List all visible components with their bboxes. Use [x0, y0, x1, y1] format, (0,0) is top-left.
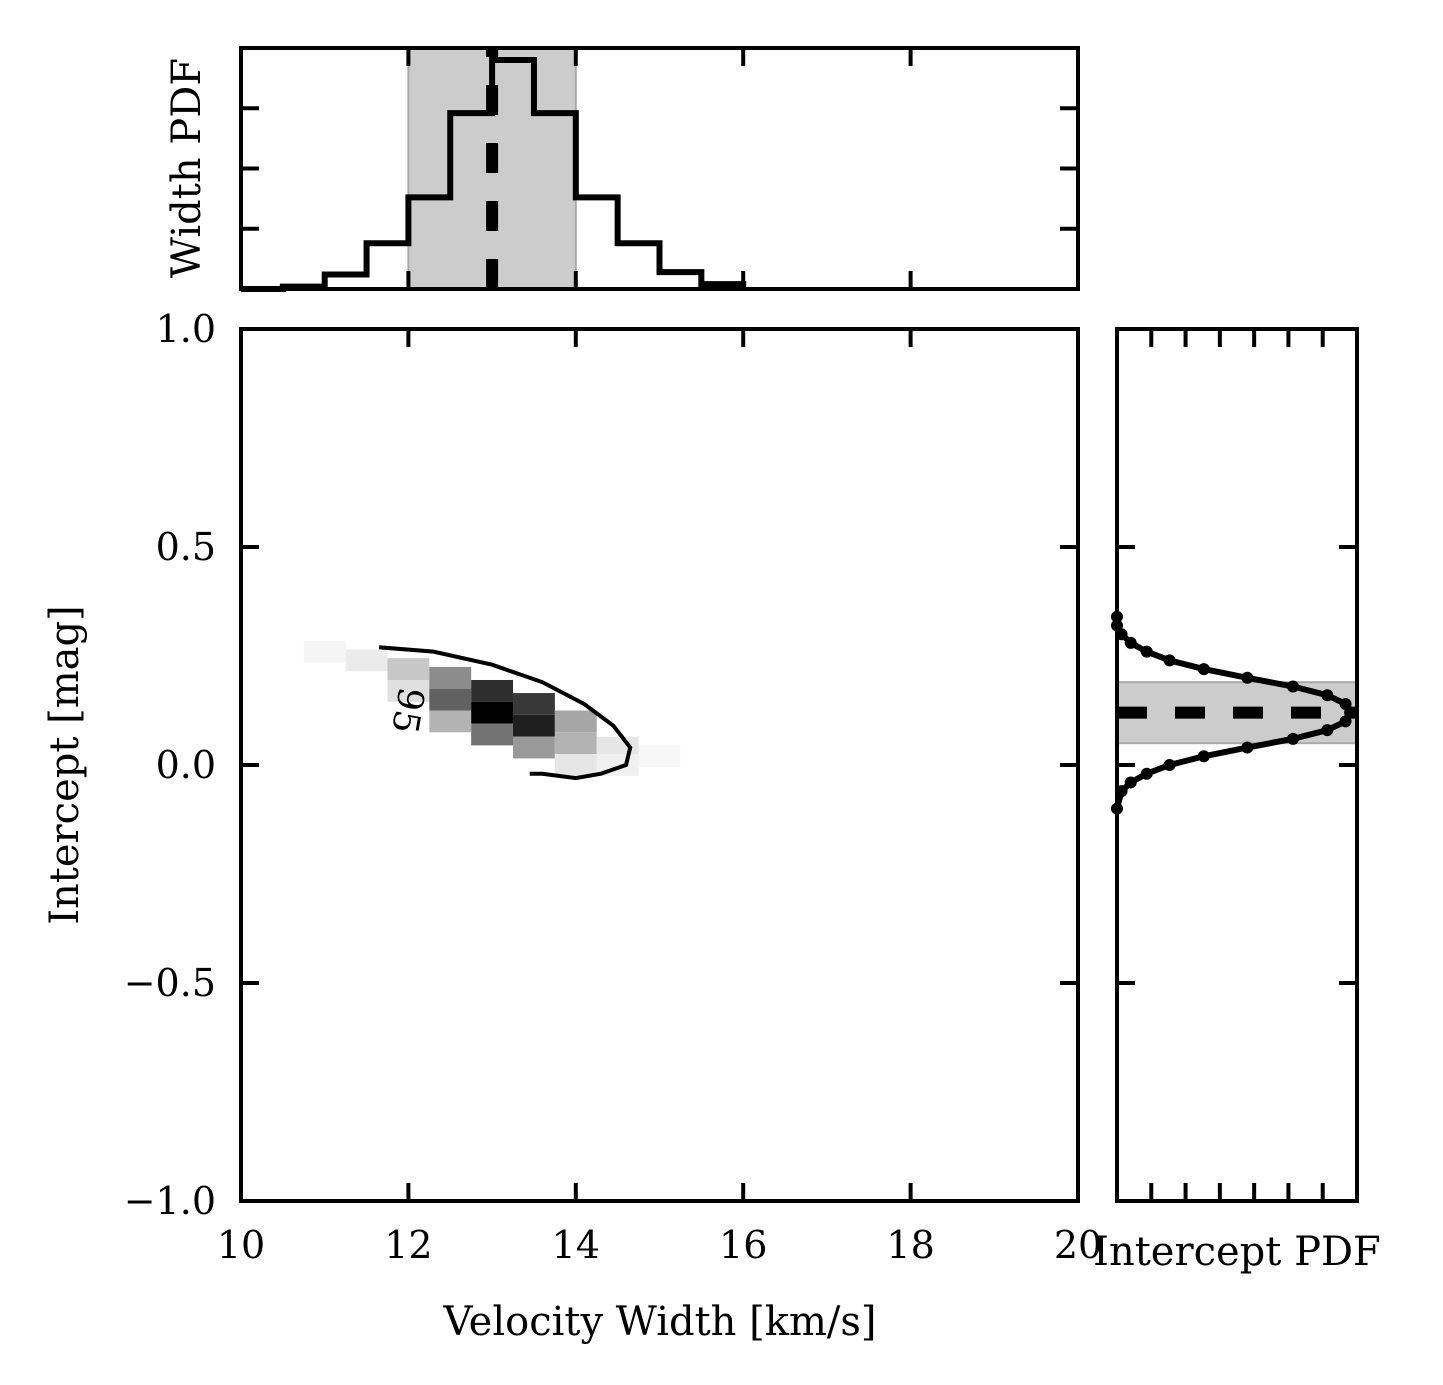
top-y-axis-label: Width PDF — [164, 58, 210, 278]
density-cell — [387, 679, 430, 702]
intercept-pdf-point — [1197, 663, 1210, 676]
width-pdf-histogram — [241, 57, 747, 292]
y-axis-label: Intercept [mag] — [42, 605, 88, 925]
top-panel: Width PDF — [164, 46, 1080, 292]
intercept-pdf-point — [1163, 654, 1176, 667]
intercept-pdf-point — [1163, 759, 1176, 771]
intercept-pdf-point — [1124, 636, 1137, 649]
density-cell — [554, 732, 597, 755]
density-cell — [513, 714, 555, 737]
density-cell — [554, 754, 597, 776]
intercept-pdf-point — [1140, 767, 1153, 780]
y-tick-labels: −1.0 −0.5 0.0 0.5 1.0 — [124, 307, 216, 1223]
density-cell — [429, 688, 472, 711]
intercept-pdf-point — [1321, 689, 1334, 702]
density-cell — [471, 723, 514, 746]
right-x-axis-label: Intercept PDF — [1093, 1229, 1381, 1275]
density-cell — [513, 736, 555, 759]
right-frame — [1115, 327, 1359, 1203]
main-panel: 95 10 12 14 16 18 20 −1.0 −0.5 0.0 0.5 1.0 Veloci… — [42, 307, 1102, 1345]
intercept-pdf-point — [1287, 732, 1299, 745]
intercept-pdf-point — [1124, 776, 1137, 789]
x-tick-label: 10 — [217, 1223, 265, 1267]
intercept-pdf-point — [1197, 750, 1210, 763]
intercept-pdf-point — [1287, 680, 1299, 693]
intercept-pdf-point — [1321, 724, 1334, 737]
density-cell — [471, 679, 514, 702]
density-cell — [638, 745, 681, 768]
y-tick-label: −0.5 — [124, 961, 216, 1005]
density-heatmap — [303, 640, 681, 776]
y-tick-label: −1.0 — [124, 1179, 216, 1223]
density-cell — [345, 649, 388, 672]
y-tick-label: 0.0 — [156, 743, 216, 787]
x-tick-labels: 10 12 14 16 18 20 — [217, 1223, 1102, 1267]
intercept-pdf-point — [1241, 741, 1254, 754]
contour-label: 95 — [383, 684, 431, 736]
right-ticks — [1117, 327, 1357, 1203]
density-cell — [513, 693, 555, 715]
right-panel: Intercept PDF — [1093, 327, 1381, 1275]
density-cell — [471, 701, 514, 724]
contour-95 — [378, 645, 633, 781]
x-tick-label: 18 — [886, 1223, 934, 1267]
main-frame — [239, 327, 1080, 1203]
x-tick-label: 20 — [1054, 1223, 1102, 1267]
x-tick-label: 14 — [552, 1223, 600, 1267]
intercept-pdf-point — [1339, 697, 1352, 710]
x-axis-label: Velocity Width [km/s] — [442, 1299, 876, 1345]
top-frame — [239, 46, 1080, 291]
x-tick-label: 16 — [719, 1223, 767, 1267]
density-cell — [429, 666, 472, 689]
density-cell — [554, 710, 597, 733]
y-tick-label: 0.5 — [156, 525, 216, 569]
y-tick-label: 1.0 — [156, 307, 216, 351]
density-cell — [429, 710, 472, 733]
x-tick-label: 12 — [384, 1223, 432, 1267]
density-cell — [303, 640, 346, 663]
intercept-pdf-point — [1241, 671, 1254, 684]
intercept-pdf-point — [1140, 645, 1153, 658]
density-cell — [387, 658, 430, 680]
